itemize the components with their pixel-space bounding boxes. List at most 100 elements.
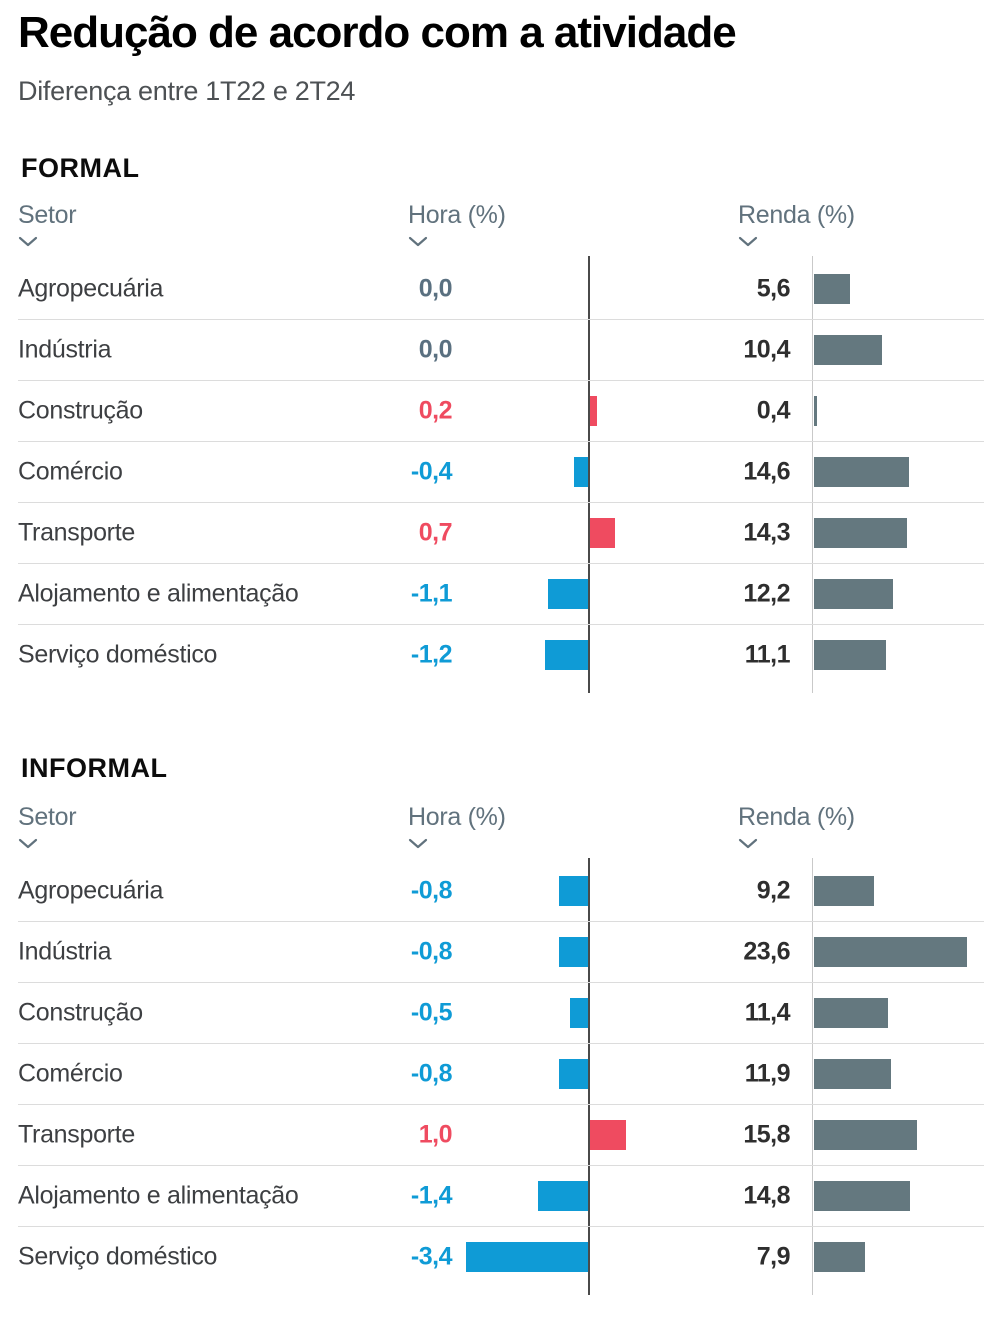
chevron-down-icon[interactable] bbox=[408, 838, 428, 849]
hours-bar bbox=[559, 875, 588, 906]
sector-label: Indústria bbox=[18, 937, 112, 965]
income-bar bbox=[814, 395, 817, 426]
income-value: 14,6 bbox=[743, 457, 790, 485]
page-subtitle: Diferença entre 1T22 e 2T24 bbox=[18, 76, 356, 106]
income-bar bbox=[814, 334, 882, 365]
hours-value: 0,0 bbox=[418, 274, 453, 302]
sector-label: Construção bbox=[18, 396, 143, 424]
table-row: Indústria 0,0 10,4 bbox=[0, 319, 984, 380]
hours-value: -0,5 bbox=[410, 998, 453, 1026]
informal-table-body: Agropecuária -0,8 9,2 Indústria -0,8 23,… bbox=[0, 858, 984, 1295]
income-value: 11,1 bbox=[744, 640, 791, 668]
income-value: 11,9 bbox=[744, 1059, 791, 1087]
sector-label: Serviço doméstico bbox=[18, 640, 218, 668]
income-bar bbox=[814, 1058, 892, 1089]
table-row: Indústria -0,8 23,6 bbox=[0, 921, 984, 982]
hours-value: -1,1 bbox=[410, 579, 453, 607]
table-row: Comércio -0,4 14,6 bbox=[0, 441, 984, 502]
column-header-hours[interactable]: Hora (%) bbox=[408, 803, 506, 849]
income-value: 10,4 bbox=[743, 335, 790, 363]
sector-label: Transporte bbox=[18, 518, 135, 546]
income-bar bbox=[814, 1241, 866, 1272]
sector-label: Comércio bbox=[18, 457, 123, 485]
hours-bar bbox=[544, 639, 588, 670]
sector-label: Agropecuária bbox=[18, 876, 164, 904]
income-bar bbox=[814, 456, 909, 487]
column-header-label: Hora (%) bbox=[408, 201, 506, 229]
row-divider bbox=[18, 502, 984, 503]
row-divider bbox=[18, 1104, 984, 1105]
table-row: Transporte 1,0 15,8 bbox=[0, 1104, 984, 1165]
hours-bar bbox=[537, 1180, 588, 1211]
row-divider bbox=[18, 1226, 984, 1227]
table-row: Alojamento e alimentação -1,1 12,2 bbox=[0, 563, 984, 624]
income-value: 14,8 bbox=[743, 1181, 790, 1209]
table-row: Agropecuária -0,8 9,2 bbox=[0, 860, 984, 921]
chevron-down-icon[interactable] bbox=[408, 236, 428, 247]
hours-value: -1,4 bbox=[410, 1181, 453, 1209]
hours-bar bbox=[559, 936, 588, 967]
income-value: 11,4 bbox=[744, 998, 791, 1026]
income-bar bbox=[814, 1119, 917, 1150]
hours-value: -3,4 bbox=[410, 1242, 453, 1270]
chevron-down-icon[interactable] bbox=[18, 236, 38, 247]
table-row: Alojamento e alimentação -1,4 14,8 bbox=[0, 1165, 984, 1226]
sector-label: Transporte bbox=[18, 1120, 135, 1148]
table-row: Serviço doméstico -1,2 11,1 bbox=[0, 624, 984, 685]
column-header-income[interactable]: Renda (%) bbox=[738, 201, 855, 247]
chevron-down-icon[interactable] bbox=[738, 838, 758, 849]
column-header-hours[interactable]: Hora (%) bbox=[408, 201, 506, 247]
hours-value: -0,8 bbox=[410, 876, 453, 904]
formal-table-header: Setor Hora (%) Renda (%) bbox=[0, 201, 984, 257]
income-value: 14,3 bbox=[743, 518, 790, 546]
section-heading-informal: INFORMAL bbox=[21, 753, 168, 783]
column-header-label: Hora (%) bbox=[408, 803, 506, 831]
sector-label: Comércio bbox=[18, 1059, 123, 1087]
income-axis-line bbox=[812, 858, 813, 1295]
chevron-down-icon[interactable] bbox=[738, 236, 758, 247]
income-bar bbox=[814, 517, 907, 548]
row-divider bbox=[18, 1165, 984, 1166]
column-header-label: Renda (%) bbox=[738, 201, 855, 229]
hours-value: -0,4 bbox=[410, 457, 453, 485]
income-bar bbox=[814, 273, 851, 304]
formal-table-body: Agropecuária 0,0 5,6 Indústria 0,0 10,4 … bbox=[0, 256, 984, 693]
hours-bar bbox=[590, 1119, 626, 1150]
hours-bar bbox=[573, 456, 588, 487]
hours-bar bbox=[570, 997, 588, 1028]
hours-value: 0,0 bbox=[418, 335, 453, 363]
sector-label: Alojamento e alimentação bbox=[18, 1181, 299, 1209]
column-header-income[interactable]: Renda (%) bbox=[738, 803, 855, 849]
income-bar bbox=[814, 639, 887, 670]
hours-value: -0,8 bbox=[410, 937, 453, 965]
sector-label: Alojamento e alimentação bbox=[18, 579, 299, 607]
income-value: 7,9 bbox=[756, 1242, 791, 1270]
table-row: Construção -0,5 11,4 bbox=[0, 982, 984, 1043]
table-row: Construção 0,2 0,4 bbox=[0, 380, 984, 441]
row-divider bbox=[18, 563, 984, 564]
column-header-sector[interactable]: Setor bbox=[18, 201, 77, 247]
hours-value: 0,7 bbox=[418, 518, 453, 546]
hours-value: -0,8 bbox=[410, 1059, 453, 1087]
income-value: 9,2 bbox=[756, 876, 791, 904]
row-divider bbox=[18, 921, 984, 922]
table-row: Comércio -0,8 11,9 bbox=[0, 1043, 984, 1104]
table-row: Transporte 0,7 14,3 bbox=[0, 502, 984, 563]
hours-value: 0,2 bbox=[418, 396, 453, 424]
income-value: 5,6 bbox=[756, 274, 791, 302]
chevron-down-icon[interactable] bbox=[18, 838, 38, 849]
income-axis-line bbox=[812, 256, 813, 693]
column-header-sector[interactable]: Setor bbox=[18, 803, 77, 849]
sector-label: Agropecuária bbox=[18, 274, 164, 302]
sector-label: Indústria bbox=[18, 335, 112, 363]
income-bar bbox=[814, 1180, 911, 1211]
column-header-label: Setor bbox=[18, 803, 77, 831]
section-heading-formal: FORMAL bbox=[21, 153, 140, 183]
income-bar bbox=[814, 997, 889, 1028]
income-bar bbox=[814, 578, 894, 609]
hours-axis-line bbox=[588, 858, 590, 1295]
hours-value: 1,0 bbox=[418, 1120, 453, 1148]
hours-bar bbox=[590, 517, 616, 548]
hours-bar bbox=[465, 1241, 588, 1272]
